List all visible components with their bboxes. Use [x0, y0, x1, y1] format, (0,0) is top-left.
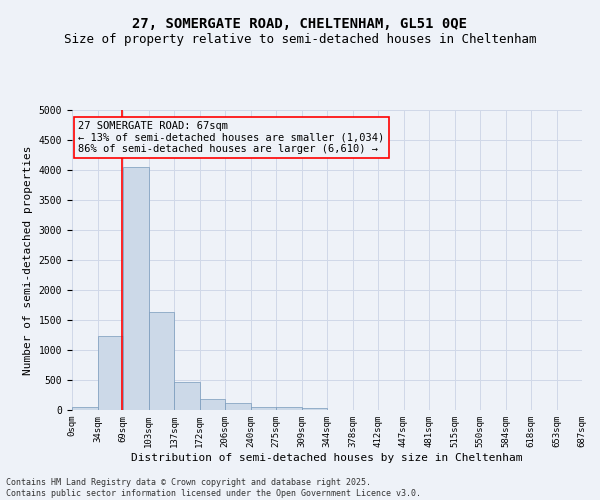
Text: 27, SOMERGATE ROAD, CHELTENHAM, GL51 0QE: 27, SOMERGATE ROAD, CHELTENHAM, GL51 0QE — [133, 18, 467, 32]
X-axis label: Distribution of semi-detached houses by size in Cheltenham: Distribution of semi-detached houses by … — [131, 452, 523, 462]
Bar — [97, 336, 123, 410]
Bar — [276, 408, 302, 410]
Bar — [174, 382, 199, 410]
Bar — [72, 407, 97, 410]
Y-axis label: Number of semi-detached properties: Number of semi-detached properties — [23, 145, 33, 375]
Bar — [302, 408, 327, 410]
Bar — [251, 406, 276, 410]
Bar — [149, 312, 174, 410]
Bar — [199, 398, 225, 410]
Bar — [123, 167, 149, 410]
Bar — [225, 404, 251, 410]
Text: Contains HM Land Registry data © Crown copyright and database right 2025.
Contai: Contains HM Land Registry data © Crown c… — [6, 478, 421, 498]
Text: 27 SOMERGATE ROAD: 67sqm
← 13% of semi-detached houses are smaller (1,034)
86% o: 27 SOMERGATE ROAD: 67sqm ← 13% of semi-d… — [79, 121, 385, 154]
Text: Size of property relative to semi-detached houses in Cheltenham: Size of property relative to semi-detach… — [64, 32, 536, 46]
